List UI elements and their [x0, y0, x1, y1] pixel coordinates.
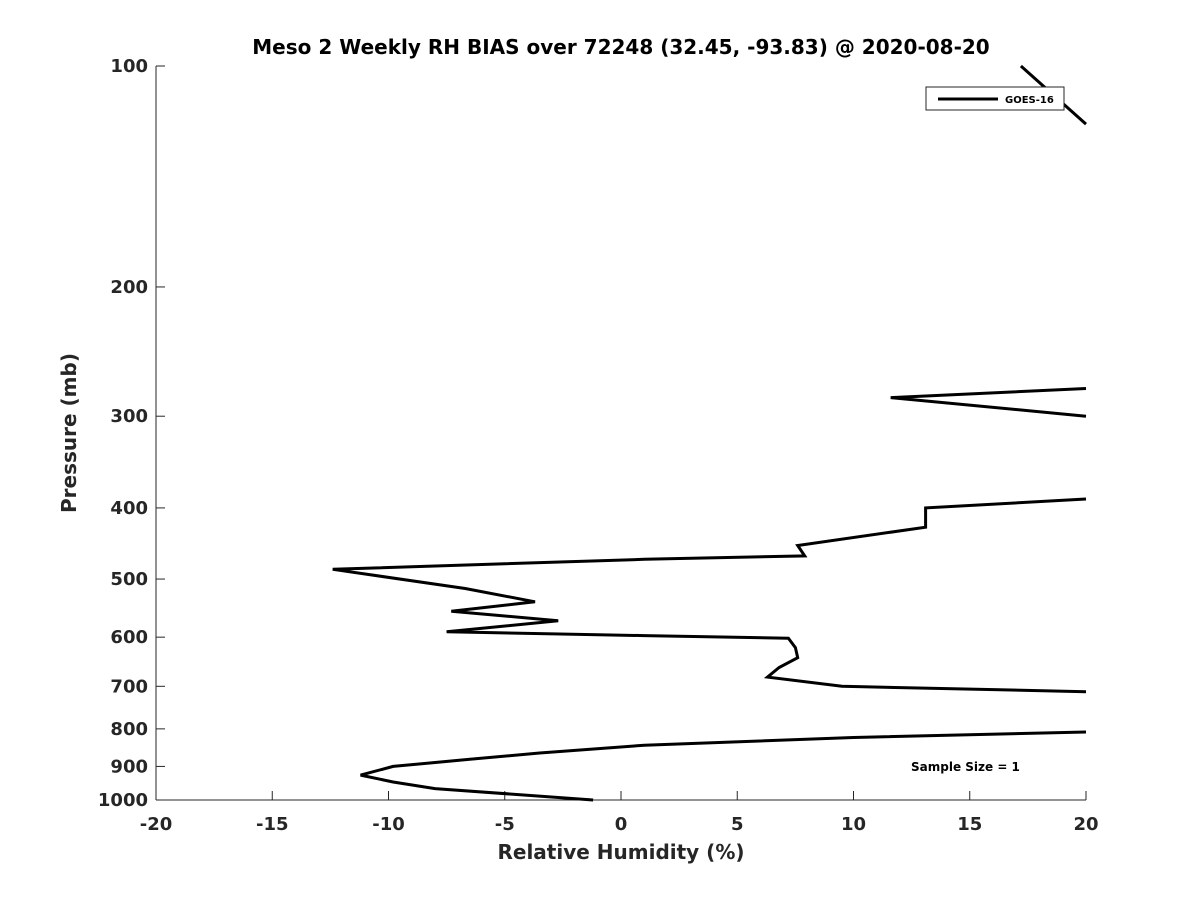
x-axis-label: Relative Humidity (%) — [497, 840, 744, 864]
y-tick-label: 200 — [110, 277, 148, 298]
legend-entry-goes16: GOES-16 — [1005, 95, 1054, 106]
y-tick-label: 100 — [110, 56, 148, 77]
y-tick-label: 400 — [110, 498, 148, 519]
y-tick-label: 300 — [110, 406, 148, 427]
y-tick-label: 600 — [110, 627, 148, 648]
y-tick-label: 800 — [110, 719, 148, 740]
plot-area: -20 -15 -10 -5 0 5 10 15 20 100 200 300 400 500 600 70… — [98, 56, 1099, 835]
y-axis-label: Pressure (mb) — [57, 353, 81, 513]
x-tick-label: 15 — [957, 814, 982, 835]
x-tick-label: 5 — [731, 814, 744, 835]
y-tick-label: 500 — [110, 569, 148, 590]
x-tick-label: -15 — [256, 814, 289, 835]
x-tick-label: -10 — [372, 814, 405, 835]
series-line-goes16 — [332, 497, 1087, 694]
y-axis-ticks: 100 200 300 400 500 600 700 800 900 1000 — [98, 56, 165, 811]
x-tick-label: 0 — [615, 814, 628, 835]
series-layer — [332, 64, 1087, 802]
x-tick-label: -5 — [495, 814, 515, 835]
x-tick-label: 10 — [841, 814, 866, 835]
series-line-goes16 — [360, 730, 1087, 802]
chart-title: Meso 2 Weekly RH BIAS over 72248 (32.45,… — [252, 35, 989, 59]
sample-size-annotation: Sample Size = 1 — [911, 760, 1020, 774]
y-tick-label: 1000 — [98, 790, 148, 811]
series-line-goes16 — [890, 387, 1087, 418]
x-axis-ticks: -20 -15 -10 -5 0 5 10 15 20 — [140, 791, 1099, 835]
y-tick-label: 900 — [110, 756, 148, 777]
x-tick-label: 20 — [1073, 814, 1098, 835]
x-tick-label: -20 — [140, 814, 173, 835]
y-tick-label: 700 — [110, 676, 148, 697]
legend: GOES-16 — [925, 86, 1065, 111]
